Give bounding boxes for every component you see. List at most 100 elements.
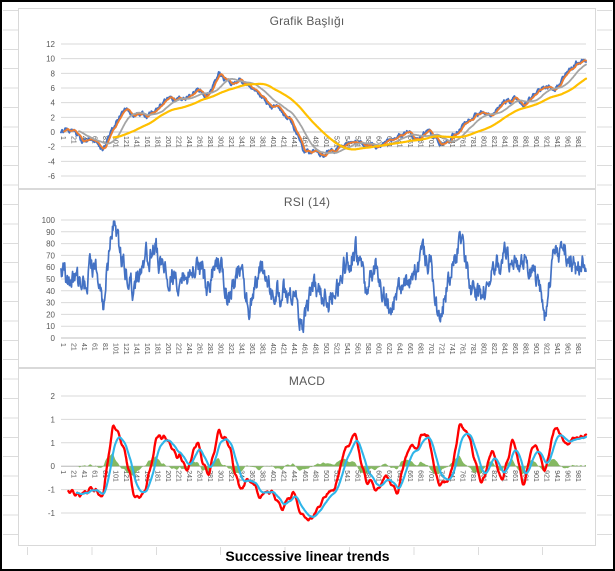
histogram-series bbox=[76, 453, 587, 476]
svg-text:0: 0 bbox=[51, 334, 56, 343]
macd-chart: 2 1 1 0 -1 -1 1 21 41 61 81 101 121 141 161 181 201 221 24… bbox=[18, 368, 596, 546]
svg-text:561: 561 bbox=[353, 343, 360, 355]
svg-text:321: 321 bbox=[227, 470, 234, 482]
svg-text:90: 90 bbox=[46, 228, 55, 237]
svg-text:281: 281 bbox=[206, 470, 213, 482]
svg-text:50: 50 bbox=[46, 275, 55, 284]
svg-text:961: 961 bbox=[564, 343, 571, 355]
svg-text:481: 481 bbox=[311, 470, 318, 482]
svg-text:301: 301 bbox=[217, 470, 224, 482]
svg-text:581: 581 bbox=[364, 136, 371, 148]
svg-text:261: 261 bbox=[196, 470, 203, 482]
svg-text:701: 701 bbox=[427, 136, 434, 148]
svg-text:721: 721 bbox=[437, 343, 444, 355]
svg-text:421: 421 bbox=[280, 470, 287, 482]
svg-text:521: 521 bbox=[332, 470, 339, 482]
svg-text:761: 761 bbox=[458, 343, 465, 355]
svg-text:181: 181 bbox=[154, 136, 161, 148]
svg-text:381: 381 bbox=[259, 470, 266, 482]
svg-text:541: 541 bbox=[343, 470, 350, 482]
svg-text:941: 941 bbox=[553, 470, 560, 482]
svg-text:201: 201 bbox=[164, 136, 171, 148]
svg-text:301: 301 bbox=[217, 136, 224, 148]
svg-text:161: 161 bbox=[143, 470, 150, 482]
svg-text:701: 701 bbox=[427, 470, 434, 482]
svg-text:901: 901 bbox=[532, 470, 539, 482]
svg-text:0: 0 bbox=[51, 128, 56, 137]
svg-text:621: 621 bbox=[385, 343, 392, 355]
svg-text:781: 781 bbox=[469, 470, 476, 482]
x-axis-labels: 1 21 41 61 81 101 121 141 161 181 201 221 241 261 281 3… bbox=[59, 136, 581, 148]
svg-text:281: 281 bbox=[206, 136, 213, 148]
svg-text:981: 981 bbox=[574, 343, 581, 355]
svg-text:841: 841 bbox=[500, 343, 507, 355]
svg-text:821: 821 bbox=[490, 343, 497, 355]
svg-text:341: 341 bbox=[238, 343, 245, 355]
svg-text:921: 921 bbox=[542, 136, 549, 148]
svg-text:30: 30 bbox=[46, 299, 55, 308]
svg-text:641: 641 bbox=[395, 470, 402, 482]
svg-text:2: 2 bbox=[51, 113, 56, 122]
svg-text:901: 901 bbox=[532, 343, 539, 355]
svg-text:641: 641 bbox=[395, 343, 402, 355]
rsi-chart-title: RSI (14) bbox=[283, 195, 331, 209]
svg-text:441: 441 bbox=[290, 343, 297, 355]
svg-text:321: 321 bbox=[227, 136, 234, 148]
svg-text:8: 8 bbox=[51, 69, 56, 78]
svg-text:621: 621 bbox=[385, 136, 392, 148]
svg-text:1: 1 bbox=[59, 343, 66, 347]
svg-text:10: 10 bbox=[46, 322, 55, 331]
svg-text:361: 361 bbox=[248, 470, 255, 482]
svg-text:221: 221 bbox=[175, 470, 182, 482]
svg-text:981: 981 bbox=[574, 470, 581, 482]
svg-text:261: 261 bbox=[196, 343, 203, 355]
svg-text:21: 21 bbox=[70, 343, 77, 351]
svg-text:701: 701 bbox=[427, 343, 434, 355]
spreadsheet-gridlines-left bbox=[3, 10, 18, 546]
svg-text:0: 0 bbox=[51, 462, 56, 471]
svg-text:361: 361 bbox=[248, 136, 255, 148]
svg-text:921: 921 bbox=[542, 470, 549, 482]
svg-text:161: 161 bbox=[143, 136, 150, 148]
svg-text:581: 581 bbox=[364, 343, 371, 355]
svg-text:121: 121 bbox=[122, 136, 129, 148]
svg-text:661: 661 bbox=[406, 470, 413, 482]
svg-text:1: 1 bbox=[51, 439, 56, 448]
svg-text:861: 861 bbox=[511, 470, 518, 482]
svg-text:301: 301 bbox=[217, 343, 224, 355]
figure-caption: Successive linear trends bbox=[225, 548, 390, 564]
svg-text:201: 201 bbox=[164, 470, 171, 482]
svg-text:21: 21 bbox=[70, 136, 77, 144]
svg-text:20: 20 bbox=[46, 310, 55, 319]
svg-text:941: 941 bbox=[553, 343, 560, 355]
svg-text:801: 801 bbox=[479, 343, 486, 355]
svg-text:81: 81 bbox=[101, 136, 108, 144]
svg-text:461: 461 bbox=[301, 470, 308, 482]
svg-text:1: 1 bbox=[59, 136, 66, 140]
svg-text:601: 601 bbox=[374, 470, 381, 482]
svg-text:921: 921 bbox=[542, 343, 549, 355]
svg-text:421: 421 bbox=[280, 136, 287, 148]
svg-text:401: 401 bbox=[269, 470, 276, 482]
svg-text:861: 861 bbox=[511, 136, 518, 148]
svg-text:681: 681 bbox=[416, 470, 423, 482]
svg-text:501: 501 bbox=[322, 470, 329, 482]
svg-text:961: 961 bbox=[564, 470, 571, 482]
svg-text:541: 541 bbox=[343, 343, 350, 355]
svg-text:6: 6 bbox=[51, 84, 56, 93]
svg-text:-4: -4 bbox=[48, 157, 56, 166]
gridlines bbox=[61, 395, 586, 514]
svg-text:141: 141 bbox=[133, 343, 140, 355]
svg-text:761: 761 bbox=[458, 470, 465, 482]
ma-fast-series bbox=[63, 59, 587, 157]
svg-text:101: 101 bbox=[112, 136, 119, 148]
macd-series bbox=[67, 423, 588, 522]
svg-text:781: 781 bbox=[469, 343, 476, 355]
svg-text:361: 361 bbox=[248, 343, 255, 355]
svg-text:441: 441 bbox=[290, 470, 297, 482]
svg-text:681: 681 bbox=[416, 136, 423, 148]
svg-text:141: 141 bbox=[133, 470, 140, 482]
